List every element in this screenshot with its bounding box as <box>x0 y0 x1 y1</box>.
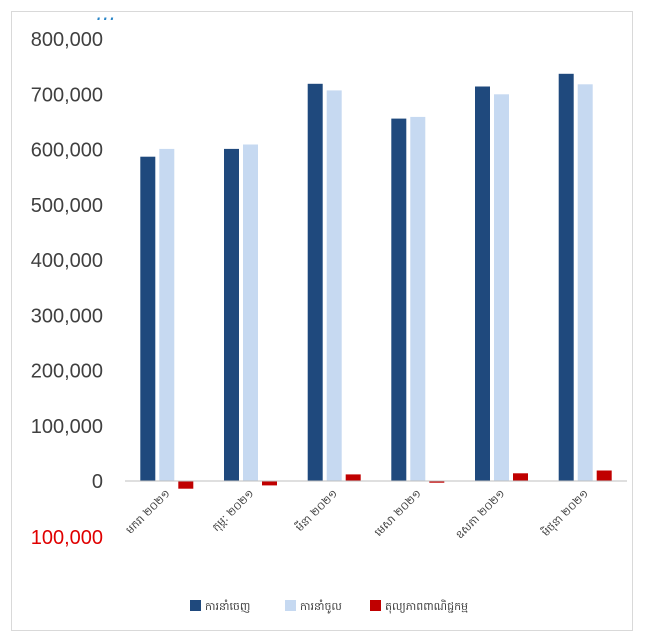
bar <box>224 148 239 481</box>
bar <box>513 473 528 481</box>
bar <box>475 86 490 481</box>
y-tick-label: 800,000 <box>31 29 103 51</box>
bar <box>345 474 361 481</box>
legend-label: ការនាំចេញ <box>205 599 250 613</box>
bar <box>262 481 277 486</box>
y-tick-label: 700,000 <box>31 84 103 106</box>
legend-swatch <box>190 600 201 611</box>
x-tick-label: មេសា ២០២១ <box>372 487 424 539</box>
bar <box>391 118 407 481</box>
y-tick-label: 600,000 <box>31 140 103 162</box>
legend-label: ការនាំចូល <box>300 599 342 614</box>
legend-swatch <box>285 600 296 611</box>
legend: ការនាំចេញ ការនាំចូល តុល្យភាពពាណិជ្ជកម្ម <box>190 599 468 614</box>
bar <box>243 144 258 481</box>
bar <box>159 148 175 481</box>
x-tick-label: មីនា ២០២១ <box>292 486 340 534</box>
y-tick-label: 400,000 <box>31 250 103 272</box>
y-tick-label: 100,000 <box>31 527 103 549</box>
x-tick-label: កុម្ភៈ ២០២១ <box>210 487 258 535</box>
y-tick-label: 100,000 <box>31 416 103 438</box>
y-tick-label: 500,000 <box>31 195 103 217</box>
x-axis: មករា ២០២១ កុម្ភៈ ២០២១ មីនា ២០២១ មេសា ២០២១ ឧស… <box>123 486 592 541</box>
bar <box>494 94 509 482</box>
legend-label: តុល្យភាពពាណិជ្ជកម្ម <box>385 599 468 614</box>
bar <box>429 481 445 483</box>
y-tick-label: 200,000 <box>31 361 103 383</box>
x-tick-label: មករា ២០២១ <box>123 487 173 537</box>
bar <box>178 481 194 489</box>
bars <box>140 73 612 489</box>
x-tick-label: ឧសភា ២០២១ <box>453 487 508 542</box>
chart-title-fragment: … <box>96 1 116 25</box>
bar <box>326 90 342 482</box>
y-axis: 800,000 700,000 600,000 500,000 400,000 300,0… <box>31 29 103 549</box>
bar <box>307 83 323 482</box>
bar <box>140 156 156 481</box>
bar <box>558 73 574 482</box>
bar <box>410 116 426 482</box>
y-tick-label: 0 <box>92 471 103 493</box>
bar <box>577 84 593 482</box>
y-tick-label: 300,000 <box>31 305 103 327</box>
x-tick-label: មិថុនា ២០២១ <box>538 486 592 540</box>
legend-swatch <box>370 600 381 611</box>
bar <box>596 470 612 481</box>
